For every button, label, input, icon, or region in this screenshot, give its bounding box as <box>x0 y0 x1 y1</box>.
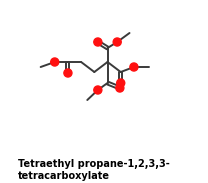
Circle shape <box>116 84 124 92</box>
Circle shape <box>117 79 125 87</box>
Text: tetracarboxylate: tetracarboxylate <box>18 171 110 181</box>
Circle shape <box>94 86 102 94</box>
Circle shape <box>94 38 102 46</box>
Circle shape <box>51 58 59 66</box>
Circle shape <box>113 38 121 46</box>
Text: Tetraethyl propane-1,2,3,3-: Tetraethyl propane-1,2,3,3- <box>18 159 170 169</box>
Circle shape <box>64 69 72 77</box>
Circle shape <box>130 63 138 71</box>
